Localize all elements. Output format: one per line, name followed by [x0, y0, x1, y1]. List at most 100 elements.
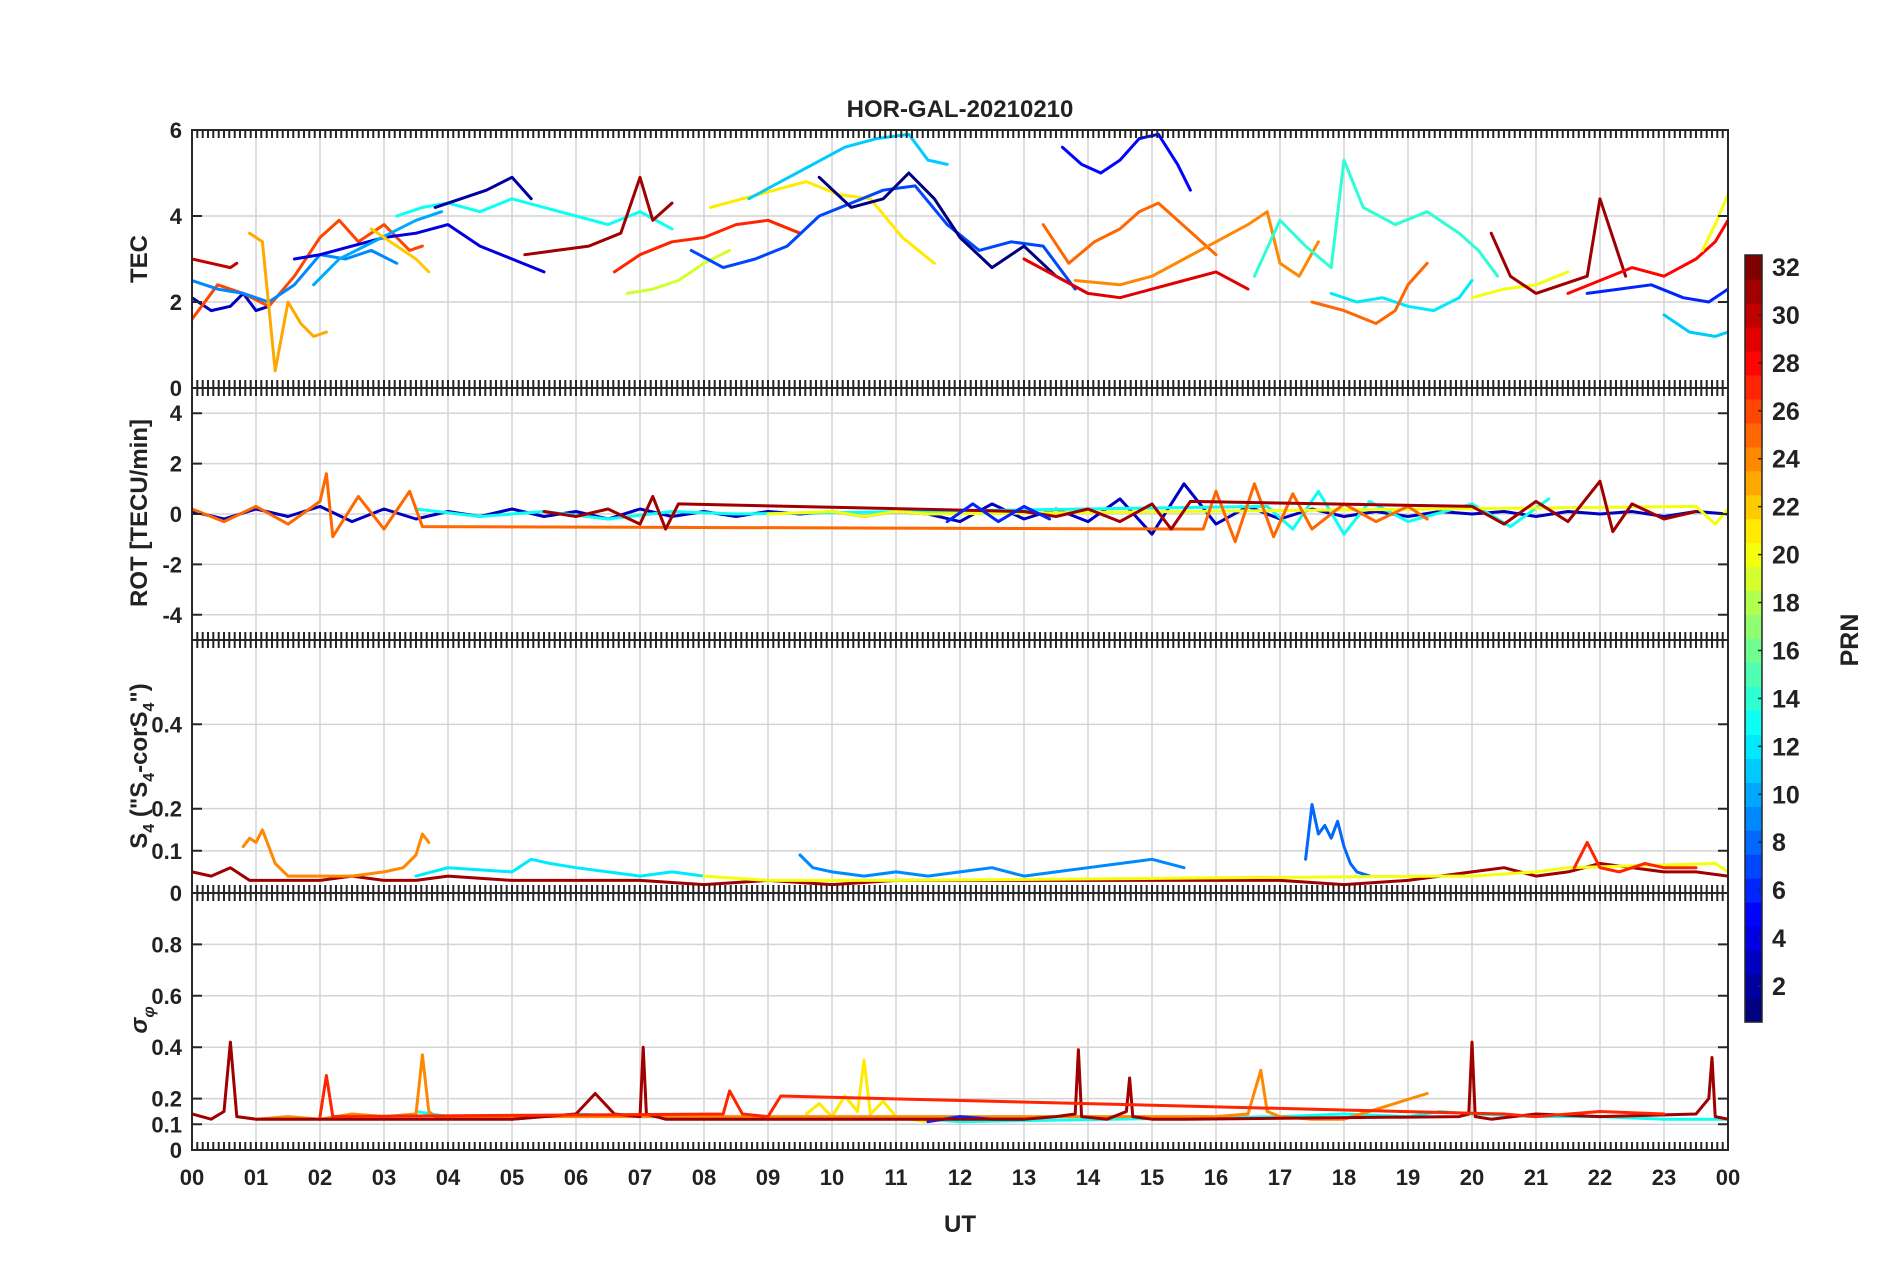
series-line-prn-24 — [254, 1053, 1429, 1121]
series-line-prn-31 — [523, 175, 674, 257]
series-line-prn-21 — [804, 1058, 930, 1124]
y-tick-label: 0.1 — [151, 839, 182, 864]
x-tick-label: 01 — [244, 1165, 268, 1190]
series-line-prn-31 — [1489, 197, 1628, 295]
colorbar-band — [1745, 542, 1762, 568]
y-tick-label: 0.2 — [151, 797, 182, 822]
series-line-prn-30 — [192, 257, 239, 270]
y-tick-label: 6 — [170, 118, 182, 143]
series-line-prn-6 — [1585, 283, 1728, 304]
series-line-prn-2 — [433, 175, 533, 209]
y-tick-label: 0.4 — [151, 1035, 182, 1060]
y-tick-label: 0.8 — [151, 932, 182, 957]
x-tick-label: 09 — [756, 1165, 780, 1190]
x-tick-label: 10 — [820, 1165, 844, 1190]
panel-tec: TEC 0 2 4 6 — [126, 118, 1729, 401]
colorbar-tick-label: 28 — [1772, 350, 1800, 378]
colorbar-tick-label: 12 — [1772, 733, 1800, 761]
y-tick-label: 0.1 — [151, 1112, 182, 1137]
x-tick-label: 07 — [628, 1165, 652, 1190]
colorbar-tick-label: 22 — [1772, 494, 1800, 522]
colorbar-tick-label: 4 — [1772, 925, 1786, 953]
y-ticks — [192, 943, 1728, 1151]
x-tick-label: 19 — [1396, 1165, 1420, 1190]
y-axis-label-rot: ROT [TECU/min] — [126, 419, 153, 607]
y-tick-label: 4 — [170, 401, 183, 426]
colorbar-tick-label: 24 — [1772, 446, 1800, 474]
colorbar-band — [1745, 446, 1762, 472]
x-tick-label: 15 — [1140, 1165, 1164, 1190]
x-tick-label: 02 — [308, 1165, 332, 1190]
x-tick-label: 00 — [180, 1165, 204, 1190]
colorbar-band — [1745, 278, 1762, 304]
x-tick-label: 06 — [564, 1165, 588, 1190]
x-tick-label: 05 — [500, 1165, 524, 1190]
x-axis-label: UT — [944, 1211, 976, 1238]
y-ticks — [192, 412, 1728, 616]
colorbar-band — [1745, 950, 1762, 975]
x-tick-label: 11 — [884, 1165, 907, 1190]
colorbar-tick-label: 14 — [1772, 685, 1800, 713]
colorbar-tick-label: 18 — [1772, 590, 1800, 618]
series-line-prn-29 — [1022, 257, 1250, 300]
series-line-prn-7 — [689, 184, 1077, 291]
x-tick-label: 22 — [1588, 1165, 1612, 1190]
series-line-prn-6 — [945, 502, 1052, 524]
x-tick-label: 13 — [1012, 1165, 1036, 1190]
series-line-prn-9 — [798, 853, 1186, 878]
colorbar-band — [1745, 590, 1762, 616]
colorbar-band — [1745, 518, 1762, 544]
series-line-prn-4 — [292, 223, 546, 274]
colorbar-tick-label: 26 — [1772, 398, 1800, 426]
colorbar-band — [1745, 686, 1762, 712]
series-line-prn-25 — [1041, 201, 1218, 265]
series-line-prn-25 — [1310, 261, 1429, 325]
x-tick-label: 18 — [1332, 1165, 1356, 1190]
colorbar-tick-label: 30 — [1772, 302, 1800, 330]
x-tick-label: 00 — [1716, 1165, 1740, 1190]
colorbar-tick-label: 32 — [1772, 254, 1800, 282]
colorbar-frame — [1744, 254, 1763, 1023]
chart-title: HOR-GAL-20210210 — [847, 96, 1074, 123]
series-line-prn-11 — [1662, 313, 1728, 338]
colorbar-tick-label: 16 — [1772, 637, 1800, 665]
colorbar-tick-label: 20 — [1772, 542, 1800, 570]
colorbar-band — [1745, 638, 1762, 664]
colorbar-band — [1745, 302, 1762, 328]
x-minor-ticks — [196, 388, 1724, 640]
series-line-prn-13 — [395, 197, 674, 231]
y-tick-label: 2 — [170, 290, 182, 315]
series-line-prn-25 — [192, 472, 1429, 544]
x-tick-label: 08 — [692, 1165, 716, 1190]
colorbar-band — [1745, 782, 1762, 807]
series-line-prn-20 — [1700, 193, 1728, 252]
series-line-prn-12 — [1329, 279, 1474, 313]
colorbar-band — [1745, 710, 1762, 735]
colorbar-label: PRN — [1836, 614, 1864, 667]
y-axis-label-sigma-phi: σφ — [126, 1006, 158, 1033]
y-tick-label: 0.4 — [151, 712, 182, 737]
series-line-prn-11 — [747, 132, 949, 201]
colorbar-band — [1745, 566, 1762, 592]
colorbar-band — [1745, 374, 1762, 400]
series-line-prn-3 — [192, 291, 271, 313]
colorbar-tick-label: 10 — [1772, 781, 1800, 809]
y-tick-label: -2 — [162, 552, 182, 577]
series-line-prn-20 — [766, 504, 1728, 526]
x-minor-ticks — [196, 130, 1724, 388]
colorbar-band — [1745, 326, 1762, 352]
y-tick-label: 0 — [170, 881, 182, 906]
y-tick-label: 0.6 — [151, 984, 182, 1009]
colorbar-band — [1745, 974, 1762, 999]
colorbar-band — [1745, 998, 1762, 1023]
series-line-prn-1 — [817, 171, 1090, 295]
x-tick-label: 17 — [1268, 1165, 1292, 1190]
colorbar-band — [1745, 734, 1762, 759]
y-axis-label-tec: TEC — [126, 235, 153, 283]
colorbar-band — [1745, 878, 1762, 903]
colorbar-band — [1745, 854, 1762, 879]
colorbar-band — [1745, 830, 1762, 855]
colorbar-band — [1745, 470, 1762, 496]
